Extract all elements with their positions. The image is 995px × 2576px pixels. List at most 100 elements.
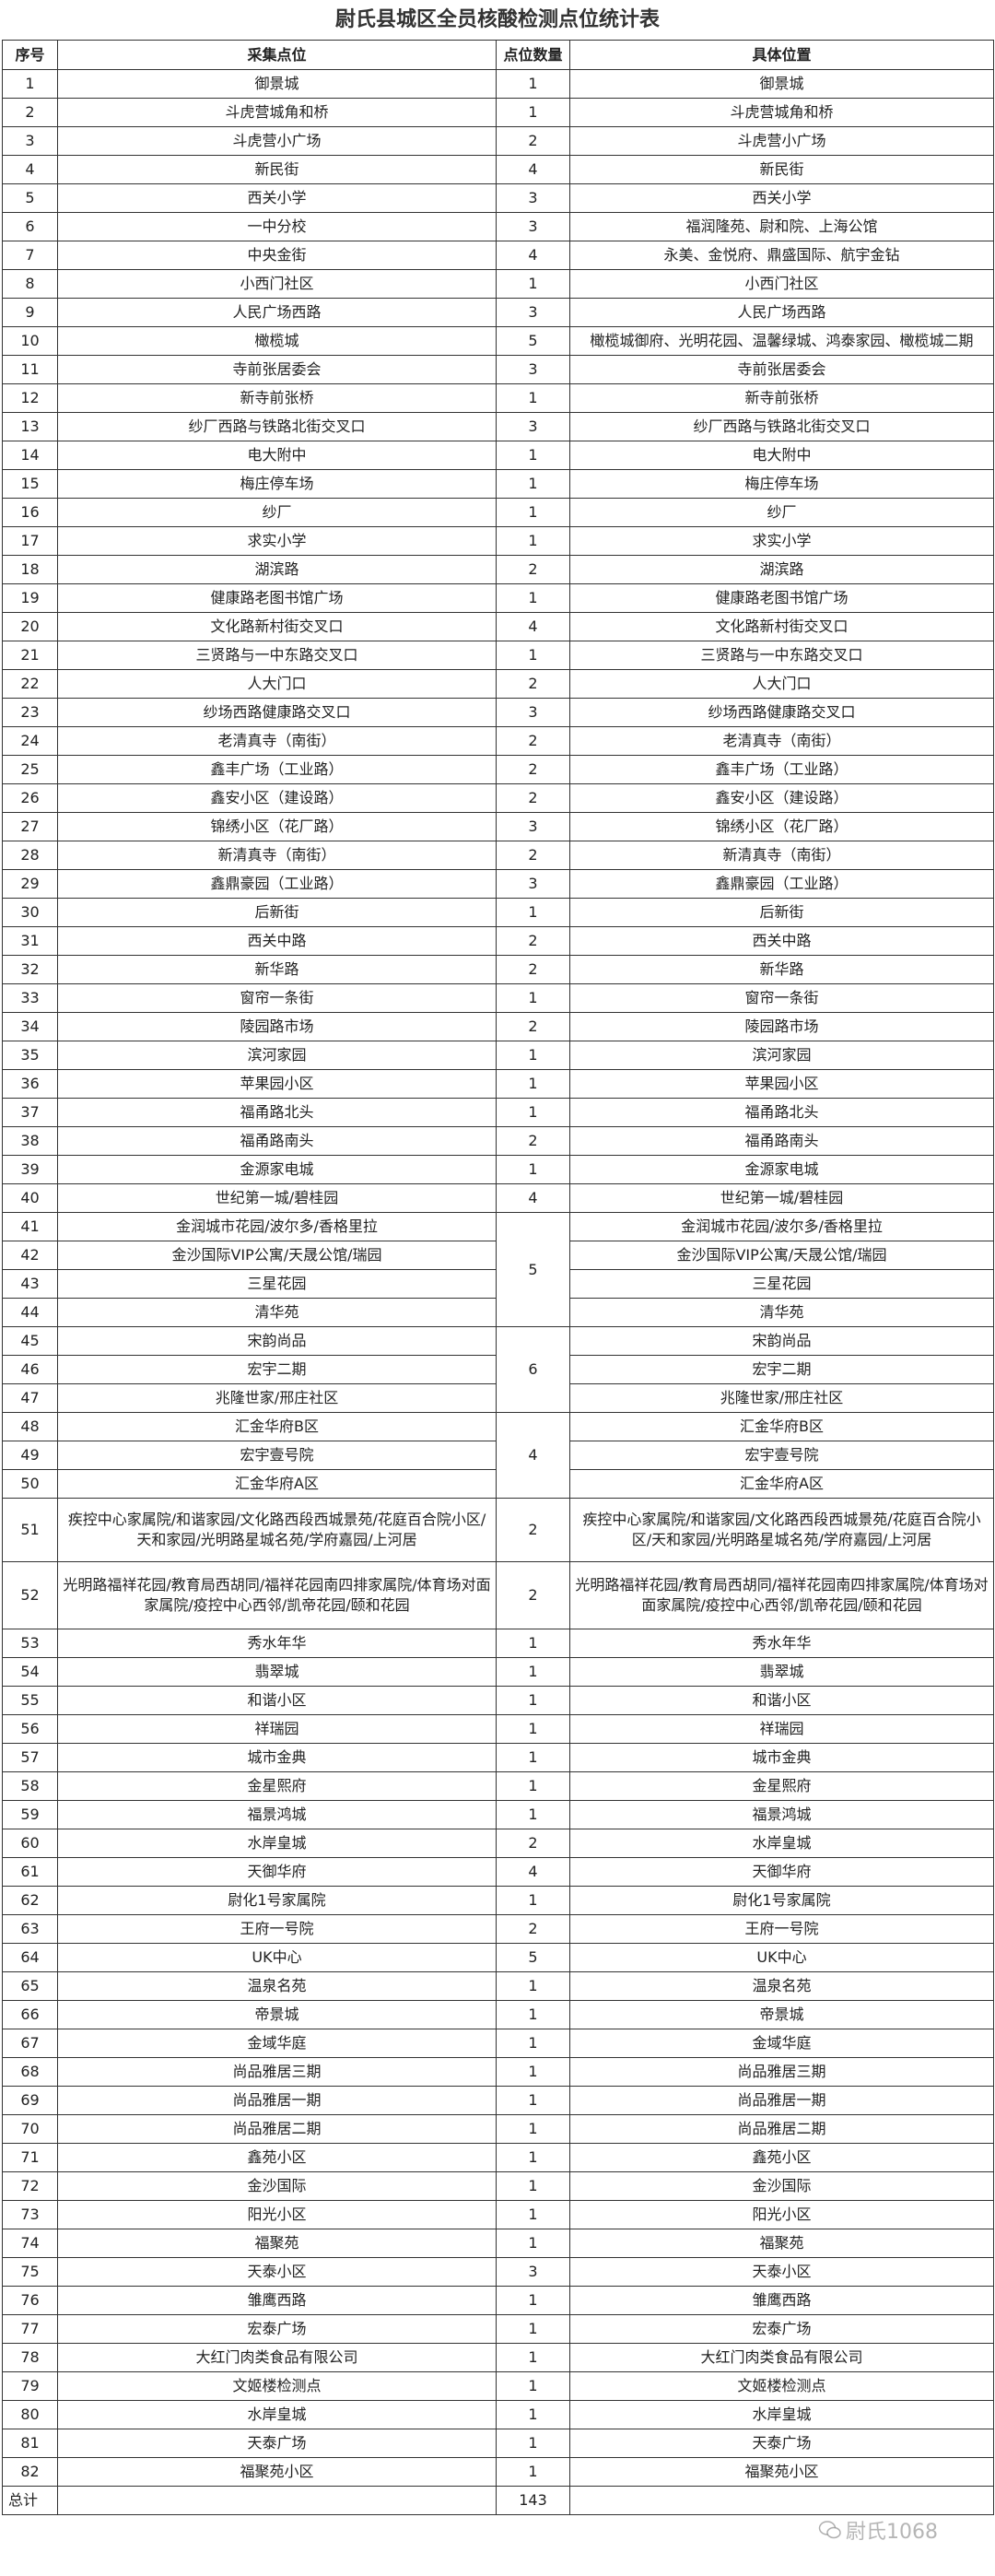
site-count: 2 xyxy=(496,926,570,956)
specific-location: 梅庄停车场 xyxy=(569,469,994,499)
row-number: 44 xyxy=(2,1298,58,1327)
row-number: 8 xyxy=(2,269,58,299)
collection-site: 福甬路南头 xyxy=(57,1126,497,1156)
table-row: 3 斗虎营小广场 2 斗虎营小广场 xyxy=(2,126,994,156)
specific-location: 西关小学 xyxy=(569,183,994,213)
site-count: 1 xyxy=(496,1886,570,1915)
site-count: 1 xyxy=(496,1629,570,1658)
collection-site: 祥瑞园 xyxy=(57,1714,497,1744)
row-number: 14 xyxy=(2,441,58,470)
site-count: 2 xyxy=(496,1914,570,1944)
site-count: 1 xyxy=(496,898,570,927)
site-count: 1 xyxy=(496,2429,570,2458)
collection-site: 新华路 xyxy=(57,955,497,984)
table-header-row: 序号 采集点位 点位数量 具体位置 xyxy=(2,40,994,70)
collection-site: 宋韵尚品 xyxy=(57,1326,497,1356)
site-count: 1 xyxy=(496,983,570,1013)
site-count: 1 xyxy=(496,2029,570,2058)
collection-site: 三贤路与一中东路交叉口 xyxy=(57,641,497,670)
row-number: 77 xyxy=(2,2314,58,2344)
table-row: 35 滨河家园 1 滨河家园 xyxy=(2,1041,994,1070)
table-row: 73 阳光小区 1 阳光小区 xyxy=(2,2200,994,2229)
specific-location: 三贤路与一中东路交叉口 xyxy=(569,641,994,670)
row-number: 18 xyxy=(2,555,58,584)
site-count: 5 xyxy=(496,326,570,356)
collection-site: 求实小学 xyxy=(57,526,497,556)
row-number: 79 xyxy=(2,2371,58,2401)
table-row: 30 后新街 1 后新街 xyxy=(2,898,994,927)
table-row: 45 宋韵尚品 6 宋韵尚品 xyxy=(2,1326,994,1413)
collection-site: 天泰小区 xyxy=(57,2257,497,2287)
site-count: 1 xyxy=(496,2057,570,2087)
header-location: 具体位置 xyxy=(569,40,994,70)
table-row: 1 御景城 1 御景城 xyxy=(2,69,994,99)
page-title: 尉氏县城区全员核酸检测点位统计表 xyxy=(334,8,660,31)
specific-location: 水岸皇城 xyxy=(569,1829,994,1858)
specific-location: 鑫鼎豪园（工业路） xyxy=(569,869,994,899)
row-number: 73 xyxy=(2,2200,58,2229)
table-row: 48 汇金华府B区 4 汇金华府B区 xyxy=(2,1412,994,1499)
collection-site: 世纪第一城/碧桂园 xyxy=(57,1183,497,1213)
site-count: 1 xyxy=(496,69,570,99)
watermark: 尉氏1068 xyxy=(818,2515,938,2545)
specific-location: 尉化1号家属院 xyxy=(569,1886,994,1915)
site-count: 2 xyxy=(496,1498,570,1562)
specific-location: 电大附中 xyxy=(569,441,994,470)
site-count: 2 xyxy=(496,783,570,813)
table-row: 17 求实小学 1 求实小学 xyxy=(2,526,994,556)
row-number: 19 xyxy=(2,583,58,613)
specific-location: 福润隆苑、尉和院、上海公馆 xyxy=(569,212,994,241)
site-count: 4 xyxy=(496,1412,570,1499)
site-count: 1 xyxy=(496,383,570,413)
row-number: 13 xyxy=(2,412,58,441)
row-number: 11 xyxy=(2,355,58,384)
site-count: 3 xyxy=(496,212,570,241)
collection-site: 寺前张居委会 xyxy=(57,355,497,384)
watermark-text: 尉氏1068 xyxy=(846,2521,938,2544)
collection-site: 梅庄停车场 xyxy=(57,469,497,499)
row-number: 46 xyxy=(2,1355,58,1384)
specific-location: 福聚苑小区 xyxy=(569,2457,994,2487)
collection-site: 帝景城 xyxy=(57,2000,497,2029)
collection-site: 鑫鼎豪园（工业路） xyxy=(57,869,497,899)
site-count: 1 xyxy=(496,1657,570,1687)
collection-site: 纱厂 xyxy=(57,498,497,527)
specific-location: 纱场西路健康路交叉口 xyxy=(569,698,994,727)
table-row: 14 电大附中 1 电大附中 xyxy=(2,441,994,470)
row-number: 15 xyxy=(2,469,58,499)
site-count: 1 xyxy=(496,1800,570,1829)
table-row: 5 西关小学 3 西关小学 xyxy=(2,183,994,213)
specific-location: 鑫丰广场（工业路） xyxy=(569,755,994,784)
collection-site: 雏鹰西路 xyxy=(57,2286,497,2315)
collection-site: 斗虎营小广场 xyxy=(57,126,497,156)
row-number: 6 xyxy=(2,212,58,241)
site-count: 1 xyxy=(496,2314,570,2344)
specific-location: UK中心 xyxy=(569,1943,994,1972)
specific-location: 福甬路南头 xyxy=(569,1126,994,1156)
row-number: 37 xyxy=(2,1098,58,1127)
row-number: 56 xyxy=(2,1714,58,1744)
row-number: 31 xyxy=(2,926,58,956)
specific-location: 兆隆世家/邢庄社区 xyxy=(569,1383,994,1413)
specific-location: 新清真寺（南街） xyxy=(569,841,994,870)
collection-site: 御景城 xyxy=(57,69,497,99)
site-count: 1 xyxy=(496,1155,570,1184)
specific-location: 清华苑 xyxy=(569,1298,994,1327)
table-row: 26 鑫安小区（建设路） 2 鑫安小区（建设路） xyxy=(2,783,994,813)
table-row: 42 金沙国际VIP公寓/天晟公馆/瑞园 金沙国际VIP公寓/天晟公馆/瑞园 xyxy=(2,1241,994,1270)
row-number: 16 xyxy=(2,498,58,527)
specific-location: 雏鹰西路 xyxy=(569,2286,994,2315)
collection-site: 文姬楼检测点 xyxy=(57,2371,497,2401)
table-row: 31 西关中路 2 西关中路 xyxy=(2,926,994,956)
table-row: 19 健康路老图书馆广场 1 健康路老图书馆广场 xyxy=(2,583,994,613)
row-number: 68 xyxy=(2,2057,58,2087)
table-row: 77 宏泰广场 1 宏泰广场 xyxy=(2,2314,994,2344)
table-row: 37 福甬路北头 1 福甬路北头 xyxy=(2,1098,994,1127)
table-row: 60 水岸皇城 2 水岸皇城 xyxy=(2,1829,994,1858)
site-count: 2 xyxy=(496,669,570,699)
site-count: 2 xyxy=(496,1829,570,1858)
specific-location: 大红门肉类食品有限公司 xyxy=(569,2343,994,2372)
row-number: 30 xyxy=(2,898,58,927)
table-row: 18 湖滨路 2 湖滨路 xyxy=(2,555,994,584)
site-count: 3 xyxy=(496,355,570,384)
